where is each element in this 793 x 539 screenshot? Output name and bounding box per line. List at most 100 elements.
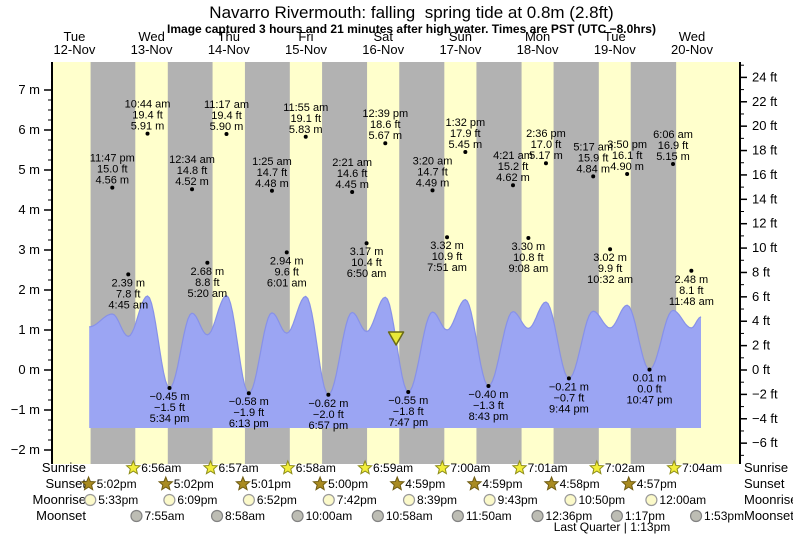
day-date: 13-Nov [131, 42, 173, 57]
tide-m: −0.55 m [388, 395, 428, 407]
astro-time: 4:58pm [560, 477, 600, 491]
axis-label-ft: −2 ft [752, 386, 778, 401]
axis-label-m: 6 m [18, 122, 40, 137]
moonrise-circle-icon [242, 493, 255, 507]
extreme-dot [350, 190, 355, 194]
moonset-circle-icon [130, 509, 143, 523]
tide-annotation: −0.40 m−1.3 ft8:43 pm [468, 384, 508, 423]
tide-time: 11:55 am [283, 102, 328, 114]
axis-label-ft: 16 ft [752, 167, 778, 182]
tide-time: 6:57 pm [308, 420, 348, 432]
tide-ft: 14.7 ft [257, 167, 288, 179]
tide-time: 12:34 am [169, 154, 215, 166]
extreme-dot [406, 390, 411, 394]
tide-time: 11:47 pm [90, 153, 135, 165]
axis-label-m: 0 m [18, 362, 40, 377]
extreme-dot [126, 272, 131, 277]
astro-time: 6:56am [141, 461, 181, 475]
extreme-dot [364, 241, 369, 246]
day-name: Tue [63, 29, 85, 44]
tide-m: 4.62 m [496, 172, 530, 184]
axis-label-ft: 14 ft [752, 191, 778, 206]
tide-time: 8:43 pm [469, 411, 509, 423]
tide-ft: 14.8 ft [177, 165, 208, 177]
tide-m: 4.48 m [255, 178, 289, 190]
tide-time: 9:44 pm [549, 403, 589, 415]
tide-m: 3.32 m [430, 240, 464, 252]
axis-label-ft: 10 ft [752, 240, 778, 255]
tide-time: 1:32 pm [445, 117, 485, 129]
astro-time: 9:43pm [498, 493, 538, 507]
axis-label-ft: 22 ft [752, 94, 778, 109]
tide-time: 9:08 am [509, 263, 549, 275]
day-name: Sun [449, 29, 472, 44]
tide-annotation: 2.68 m8.8 ft5:20 am [187, 260, 227, 300]
tide-time: 10:44 am [125, 99, 171, 111]
tide-ft: −1.8 ft [393, 406, 424, 418]
moonrise-entry: 8:39pm [402, 493, 457, 507]
tide-water-area [89, 295, 701, 428]
tide-m: 5.15 m [656, 151, 690, 163]
tide-m: 5.67 m [368, 130, 402, 142]
day-date: 15-Nov [285, 42, 327, 57]
tide-ft: 17.9 ft [450, 128, 481, 140]
moonset-entry: 12:36pm [531, 509, 593, 523]
tide-time: 5:34 pm [150, 413, 190, 425]
astro-time: 8:39pm [417, 493, 457, 507]
tide-time: 6:06 am [653, 129, 693, 141]
tide-ft: 18.6 ft [370, 119, 401, 131]
tide-ft: 16.1 ft [612, 150, 643, 162]
moonrise-entry: 6:09pm [163, 493, 217, 507]
tide-ft: −2.0 ft [313, 409, 344, 421]
moonset-circle-icon [291, 509, 304, 523]
astro-time: 1:53pm [704, 509, 744, 523]
moonrise-entry: 9:43pm [483, 493, 538, 507]
extreme-dot [269, 188, 274, 193]
astro-row-label-left: Moonrise [33, 492, 86, 507]
tide-annotation: −0.58 m−1.9 ft6:13 pm [229, 391, 269, 430]
tide-m: 2.68 m [191, 266, 225, 278]
astro-time: 12:36pm [546, 509, 593, 523]
tide-m: 2.39 m [111, 277, 145, 289]
axis-label-ft: 2 ft [752, 338, 770, 353]
tide-m: 5.45 m [449, 139, 483, 151]
sunrise-star-icon [202, 459, 219, 475]
tide-time: 11:17 am [204, 99, 249, 111]
sunset-entry: 4:59pm [466, 475, 522, 491]
astro-time: 7:55am [144, 509, 184, 523]
axis-label-m: 5 m [18, 162, 40, 177]
astro-time: 7:04am [682, 461, 722, 475]
moonrise-circle-icon [84, 493, 97, 507]
sunset-entry: 5:01pm [235, 475, 291, 491]
sunrise-star-icon [125, 459, 142, 475]
extreme-dot [326, 392, 331, 397]
day-name: Sat [373, 29, 393, 44]
sunset-star-icon [543, 475, 560, 491]
axis-label-m: −2 m [11, 442, 40, 457]
astro-row-label-left: Moonset [36, 508, 86, 523]
extreme-dot [625, 172, 630, 176]
tide-m: 4.52 m [175, 176, 209, 188]
day-date: 12-Nov [53, 42, 95, 57]
astro-time: 6:57am [219, 461, 259, 475]
tide-annotation: −0.62 m−2.0 ft6:57 pm [308, 392, 348, 432]
sunset-star-icon [80, 475, 97, 491]
sunrise-entry: 6:56am [125, 459, 181, 475]
tide-ft: 7.8 ft [116, 288, 140, 300]
sunrise-star-icon [357, 459, 373, 475]
astro-time: 1:17pm [625, 509, 665, 523]
tide-ft: 19.4 ft [211, 110, 242, 122]
extreme-dot [145, 131, 150, 136]
sunset-star-icon [466, 475, 483, 491]
tide-m: −0.58 m [229, 396, 269, 408]
moonrise-circle-icon [564, 493, 577, 507]
tide-ft: 19.1 ft [290, 113, 321, 125]
